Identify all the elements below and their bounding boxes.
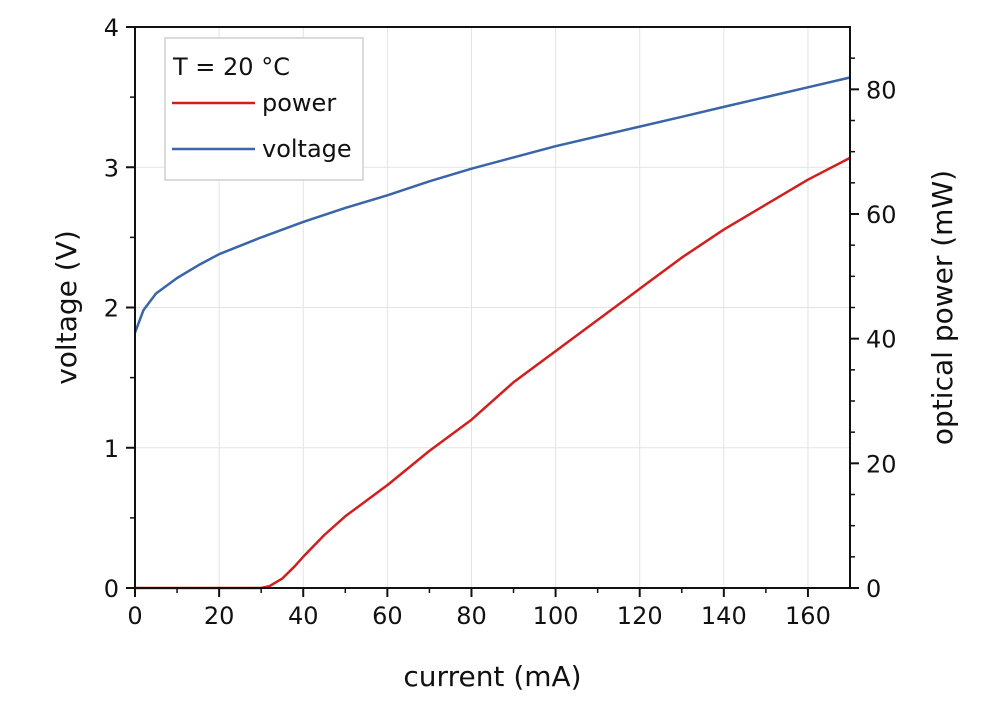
x-tick-label: 60	[372, 602, 403, 630]
y-left-tick-label: 1	[104, 435, 119, 463]
legend-label-voltage: voltage	[262, 135, 352, 163]
y-right-tick-label: 60	[866, 201, 897, 229]
x-tick-label: 140	[701, 602, 747, 630]
legend: T = 20 °C power voltage	[164, 37, 364, 181]
series-line-voltage	[133, 76, 851, 334]
y-left-tick-label: 2	[104, 295, 119, 323]
y-left-tick-label: 3	[104, 154, 119, 182]
legend-label-power: power	[262, 89, 336, 117]
y-axis-left-title: voltage (V)	[50, 230, 83, 385]
x-axis-title: current (mA)	[403, 660, 581, 693]
y-left-tick-label: 0	[104, 575, 119, 603]
x-tick-label: 20	[204, 602, 235, 630]
series-line-power	[135, 156, 851, 590]
x-tick-label: 80	[456, 602, 487, 630]
x-tick-label: 160	[785, 602, 831, 630]
x-tick-label: 120	[617, 602, 663, 630]
y-right-tick-label: 20	[866, 450, 897, 478]
y-right-tick-label: 80	[866, 76, 897, 104]
y-left-tick-label: 4	[104, 14, 119, 42]
legend-box	[164, 37, 364, 181]
x-tick-label: 0	[127, 602, 142, 630]
x-tick-label: 40	[288, 602, 319, 630]
x-tick-label: 100	[533, 602, 579, 630]
legend-title: T = 20 °C	[172, 53, 290, 81]
y-right-tick-label: 0	[866, 575, 881, 603]
y-right-tick-label: 40	[866, 326, 897, 354]
y-axis-right-title: optical power (mW)	[926, 170, 959, 445]
